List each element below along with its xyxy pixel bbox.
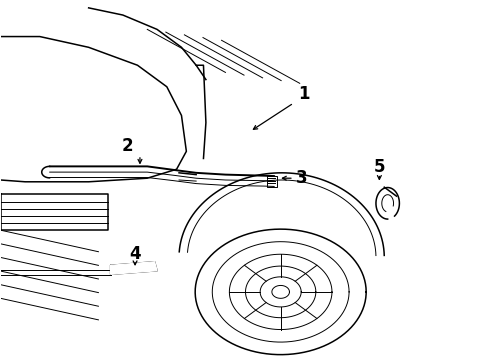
Text: 2: 2 (122, 137, 134, 155)
Text: 1: 1 (298, 85, 309, 103)
Text: 3: 3 (295, 169, 307, 187)
Text: 5: 5 (373, 158, 385, 176)
Text: 4: 4 (129, 244, 141, 262)
Polygon shape (111, 262, 157, 274)
